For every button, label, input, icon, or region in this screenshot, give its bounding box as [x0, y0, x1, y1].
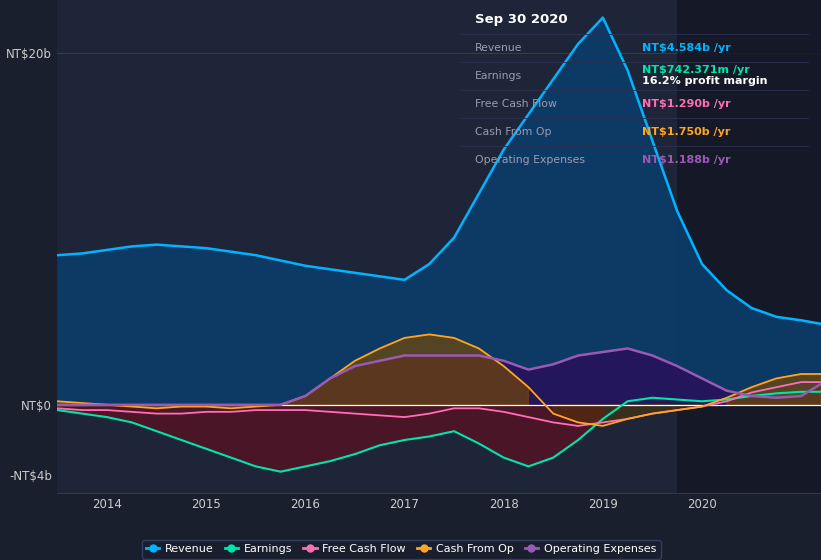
Text: 16.2% profit margin: 16.2% profit margin — [642, 76, 768, 86]
Text: NT$4.584b /yr: NT$4.584b /yr — [642, 43, 731, 53]
Text: NT$1.750b /yr: NT$1.750b /yr — [642, 127, 731, 137]
Text: Cash From Op: Cash From Op — [475, 127, 552, 137]
Text: Sep 30 2020: Sep 30 2020 — [475, 13, 568, 26]
Text: Earnings: Earnings — [475, 71, 522, 81]
Text: NT$1.290b /yr: NT$1.290b /yr — [642, 99, 731, 109]
Text: NT$742.371m /yr: NT$742.371m /yr — [642, 65, 750, 75]
Text: Operating Expenses: Operating Expenses — [475, 155, 585, 165]
Legend: Revenue, Earnings, Free Cash Flow, Cash From Op, Operating Expenses: Revenue, Earnings, Free Cash Flow, Cash … — [141, 540, 661, 559]
Bar — [677, 0, 821, 493]
Text: Free Cash Flow: Free Cash Flow — [475, 99, 557, 109]
Text: Revenue: Revenue — [475, 43, 523, 53]
Text: NT$1.188b /yr: NT$1.188b /yr — [642, 155, 731, 165]
